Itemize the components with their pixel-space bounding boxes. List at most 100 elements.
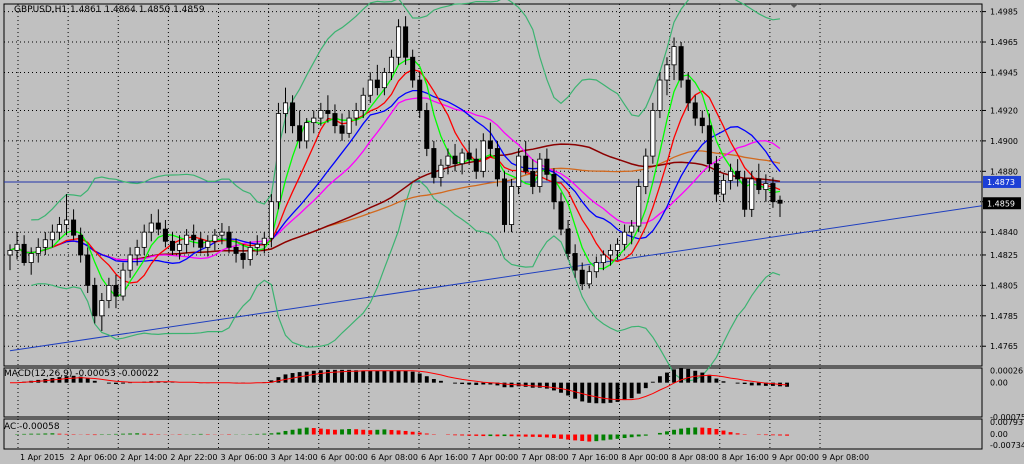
price-tag-label: 1.4873 — [987, 178, 1015, 187]
ac-tick-label: -0.00734 — [990, 441, 1024, 450]
time-tick-label: 3 Apr 06:00 — [221, 453, 268, 462]
candle-body — [63, 219, 70, 225]
chart-title: GBPUSD,H1 1.4861 1.4864 1.4850 1.4859 — [14, 5, 205, 15]
candle-body — [516, 155, 522, 187]
candle-body — [282, 102, 289, 114]
candle-body — [78, 234, 84, 256]
price-tick-label: 1.4785 — [990, 312, 1018, 321]
macd-tick-label: -0.00075 — [990, 413, 1024, 422]
candle-body — [71, 219, 77, 236]
candle-body — [749, 178, 755, 210]
candle-body — [742, 178, 748, 210]
candle-body — [431, 148, 437, 178]
candle-body — [92, 284, 98, 317]
axes-layer: 1 Apr 2015 2 Apr 06:00 2 Apr 14:00 2 Apr 22… — [20, 8, 1024, 462]
candle-body — [268, 201, 274, 239]
candle-body — [155, 222, 161, 230]
candle-body — [162, 228, 168, 242]
ac-tick-label: 0.00793 — [990, 418, 1023, 427]
candle-body — [339, 125, 345, 134]
candle-body — [184, 234, 190, 245]
price-tag-black — [983, 197, 1021, 210]
text-layer: GBPUSD,H1 1.4861 1.4864 1.4850 1.4859 MA… — [4, 5, 205, 432]
candle-body — [523, 155, 529, 172]
candle-body — [360, 94, 366, 111]
time-tick-label: 6 Apr 16:00 — [421, 453, 468, 462]
grid-lines — [4, 4, 982, 449]
candle-body — [205, 240, 211, 248]
candle-body — [770, 183, 776, 203]
time-tick-label: 6 Apr 00:00 — [321, 453, 368, 462]
candle-body — [678, 46, 684, 81]
pane-frame-0 — [3, 3, 983, 367]
ac-layer — [15, 427, 790, 442]
candle-body — [445, 155, 451, 166]
macd-tick-label: 0.00 — [990, 379, 1008, 388]
candle-body — [480, 140, 486, 172]
candle-body — [113, 284, 119, 297]
shift-marker-icon — [790, 4, 798, 8]
price-tick-label: 1.4900 — [990, 137, 1018, 146]
candle-body — [290, 102, 296, 127]
macd-signal-line — [10, 370, 788, 401]
candle-body — [35, 246, 41, 254]
candle-body — [692, 102, 698, 119]
time-tick-label: 8 Apr 16:00 — [722, 453, 769, 462]
candle-body — [219, 231, 225, 236]
candle-body — [120, 269, 126, 297]
candle-body — [586, 271, 592, 285]
price-tag-label: 1.4859 — [987, 199, 1015, 208]
candle-body — [49, 231, 55, 241]
time-tick-label: 6 Apr 08:00 — [371, 453, 418, 462]
time-tick-label: 2 Apr 14:00 — [120, 453, 167, 462]
ac-tick-label: 0.00 — [990, 430, 1008, 439]
candle-body — [565, 228, 571, 254]
candle-body — [629, 225, 635, 233]
price-tick-label: 1.4825 — [990, 251, 1018, 260]
candle-body — [106, 284, 112, 301]
candle-body — [530, 170, 536, 187]
candle-body — [374, 79, 380, 89]
candle-body — [487, 140, 493, 149]
time-tick-label: 2 Apr 06:00 — [70, 453, 117, 462]
pane-frame-1 — [3, 367, 983, 418]
candle-body — [127, 254, 133, 271]
candle-body — [85, 254, 91, 286]
bollinger-lower — [31, 180, 781, 382]
candle-body — [56, 224, 62, 233]
time-tick-label: 1 Apr 2015 — [20, 453, 64, 462]
candle-body — [212, 234, 218, 242]
candle-body — [332, 113, 338, 127]
candle-body — [169, 240, 175, 251]
candle-body — [42, 239, 48, 248]
candle-body — [615, 243, 621, 251]
candle-body — [657, 79, 663, 111]
candle-body — [240, 253, 246, 260]
price-tick-label: 1.4765 — [990, 342, 1018, 351]
candle-body — [763, 183, 769, 190]
price-tick-label: 1.4805 — [990, 281, 1018, 290]
candle-body — [198, 239, 204, 248]
price-tick-label: 1.4965 — [990, 38, 1018, 47]
time-tick-label: 7 Apr 16:00 — [571, 453, 618, 462]
candle-body — [14, 243, 20, 251]
time-tick-label: 8 Apr 00:00 — [622, 453, 669, 462]
price-tick-label: 1.4840 — [990, 228, 1018, 237]
candle-body — [735, 170, 741, 180]
candle-body — [28, 253, 34, 263]
candle-body — [699, 117, 705, 127]
candle-body — [396, 26, 402, 58]
candle-body — [720, 180, 727, 195]
candle-body — [346, 117, 352, 134]
candle-body — [7, 250, 13, 256]
candle-body — [509, 186, 515, 225]
candle-body — [424, 110, 430, 149]
candle-body — [706, 125, 712, 165]
time-tick-label: 2 Apr 22:00 — [170, 453, 217, 462]
candle-body — [713, 163, 719, 195]
candle-body — [643, 155, 649, 187]
candle-body — [600, 254, 606, 263]
candle-body — [466, 152, 472, 160]
